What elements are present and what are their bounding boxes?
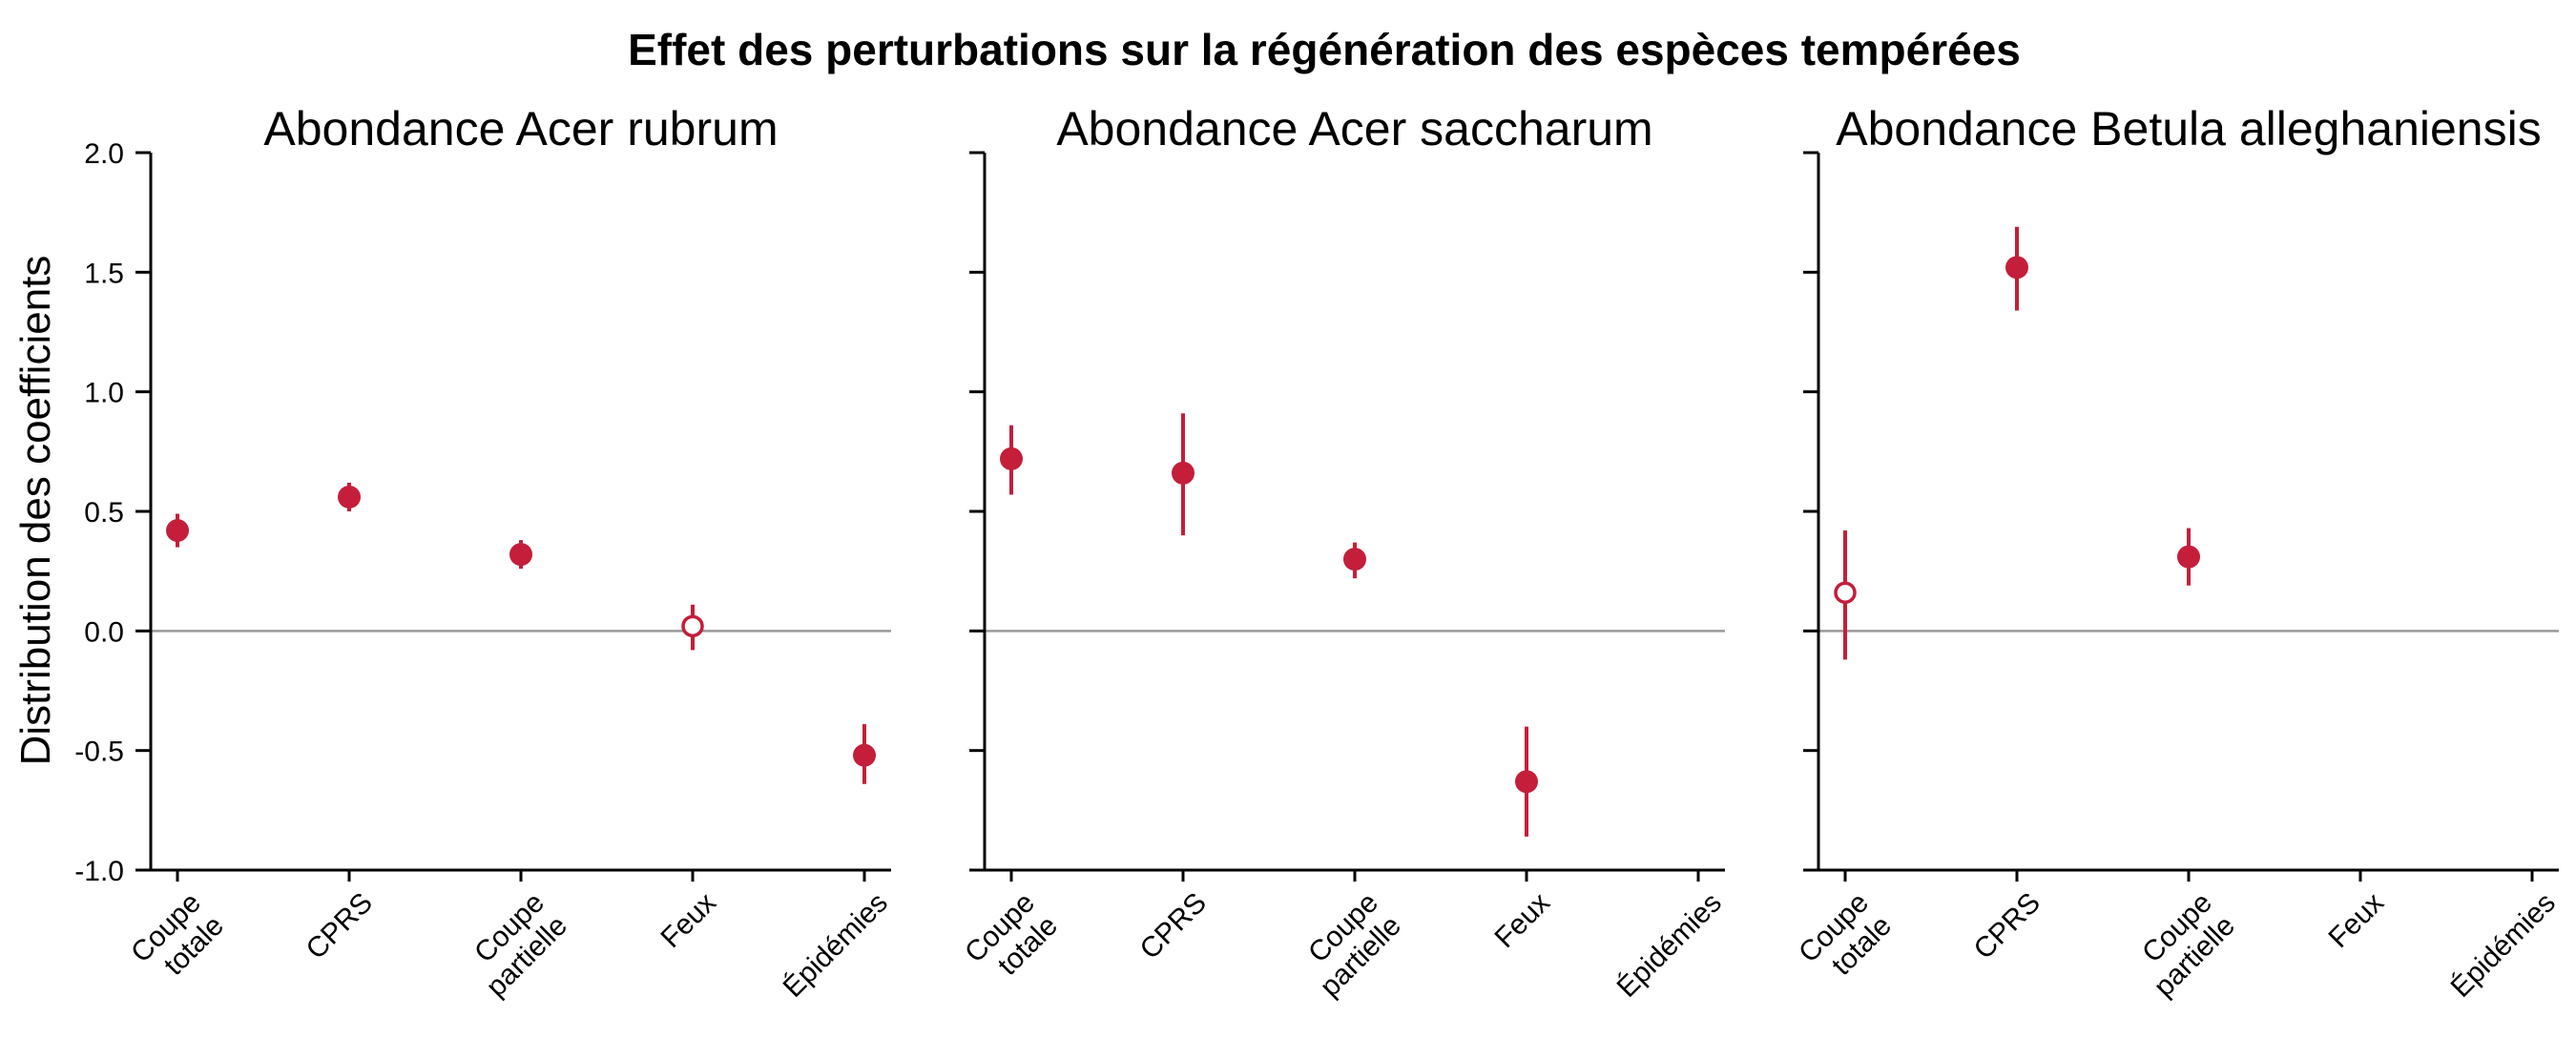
data-point [2177,545,2200,569]
x-tick-label: CPRS [1968,887,2046,966]
x-tick-label: CPRS [301,887,379,966]
x-tick-label: Coupetotale [959,887,1064,992]
data-point-open [1834,581,1857,604]
x-tick-label-line: Épidémies [1611,887,1728,1004]
y-tick-label: 0.5 [84,497,124,529]
y-tick-label: 0.0 [84,616,124,648]
data-point [1343,548,1366,571]
data-point [2005,256,2028,280]
y-tick-label: -1.0 [74,856,124,887]
x-tick-label-line: CPRS [301,887,379,966]
panel-title: Abondance Acer saccharum [1056,102,1652,156]
x-tick-label: Coupepartielle [2125,887,2241,1004]
x-tick-label: Épidémies [1611,887,1728,1004]
data-point-open [681,614,704,638]
panel-2: Abondance Acer saccharum Coupetotale CPRS C… [959,102,1728,1004]
x-tick-label-line: Feux [654,887,722,955]
x-tick-label: Coupetotale [1793,887,1898,992]
data-point [1172,461,1195,485]
panel-title: Abondance Betula alleghaniensis [1836,102,2541,156]
panel-title: Abondance Acer rubrum [263,102,778,156]
panel-1: Abondance Acer rubrum 2.0 1.5 1.0 0.5 0.0 -0.5… [74,102,894,1004]
chart-panels: Abondance Acer rubrum 2.0 1.5 1.0 0.5 0.0 -0.5… [74,102,2562,1004]
x-tick-label-line: Épidémies [778,887,894,1004]
figure-title: Effet des perturbations sur la régénérat… [628,25,2021,74]
x-tick-label-line: Feux [1488,887,1556,955]
x-tick-label-line: CPRS [1134,887,1213,966]
x-tick-label: Épidémies [778,887,894,1004]
x-tick-label-line: CPRS [1968,887,2046,966]
y-tick-label: 2.0 [84,138,124,170]
y-tick-label: -0.5 [74,737,124,768]
data-point [1515,770,1538,794]
x-tick-label: Feux [2322,887,2390,955]
data-point [166,519,189,543]
data-point [853,743,876,767]
x-tick-label: Coupepartielle [457,887,573,1004]
x-tick-label: Coupetotale [125,887,230,992]
x-tick-label: Épidémies [2445,887,2562,1004]
x-tick-label: Feux [1488,887,1556,955]
x-tick-label-line: Épidémies [2445,887,2562,1004]
data-point [509,543,532,567]
panel-3: Abondance Betula alleghaniensis Coupetota… [1793,102,2562,1004]
y-axis-label: Distribution des coefficients [12,256,59,766]
x-tick-label: Coupepartielle [1291,887,1407,1004]
data-point [338,485,361,509]
data-point [1000,446,1023,470]
y-tick-label: 1.5 [84,258,124,289]
y-tick-label: 1.0 [84,378,124,409]
x-tick-label: Feux [654,887,722,955]
x-tick-label: CPRS [1134,887,1213,966]
x-tick-label-line: Feux [2322,887,2390,955]
